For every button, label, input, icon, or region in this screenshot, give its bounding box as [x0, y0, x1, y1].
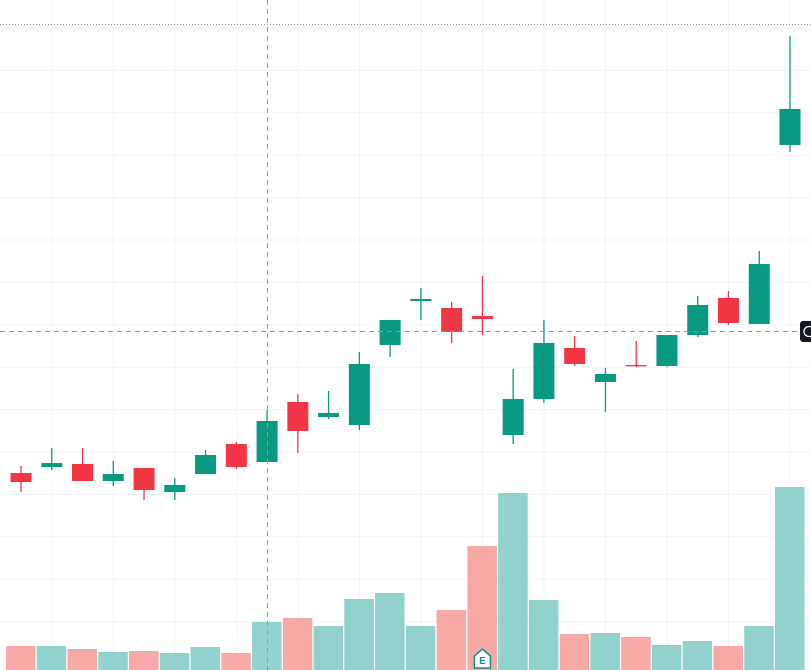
candle-body [471, 316, 493, 319]
candle-body [41, 463, 63, 467]
volume-bar [36, 646, 67, 670]
volume-pane [6, 487, 805, 670]
candle-body [594, 374, 616, 382]
volume-bar [221, 653, 251, 670]
volume-bar [405, 626, 436, 670]
volume-bar [344, 599, 374, 670]
volume-bar [559, 634, 590, 670]
candle-body [441, 308, 463, 332]
volume-bar [498, 493, 528, 670]
volume-bar [98, 652, 128, 670]
candle-body [779, 109, 801, 145]
earnings-marker-label: E [479, 656, 486, 667]
volume-bar [590, 633, 620, 670]
candle-body [410, 299, 432, 301]
crosshair-button[interactable] [800, 321, 811, 342]
volume-bar [682, 641, 713, 670]
candle-body [348, 364, 370, 425]
candle-body [318, 413, 340, 417]
volume-bar [621, 637, 651, 670]
volume-bar [252, 622, 282, 670]
candle-body [748, 264, 770, 324]
volume-bar [67, 649, 98, 670]
candle-body [625, 365, 647, 367]
volume-bar [713, 646, 743, 670]
candle-body [72, 464, 94, 481]
candle-body [225, 444, 247, 467]
volume-bar [436, 610, 467, 670]
candle-body [133, 468, 155, 490]
candle-body [10, 473, 32, 482]
volume-bar [129, 651, 159, 670]
candle-body [717, 298, 739, 323]
candle-body [195, 455, 217, 474]
volume-bar [651, 645, 682, 670]
earnings-marker-shape [473, 648, 492, 669]
crosshair-button-icon [803, 325, 811, 338]
candle-body [656, 335, 678, 366]
volume-bar [775, 487, 805, 670]
volume-bar [744, 626, 774, 670]
earnings-marker[interactable]: E [473, 648, 492, 669]
volume-bar [282, 618, 313, 670]
price-pane [10, 36, 801, 500]
volume-bar [528, 600, 559, 670]
volume-bar [375, 593, 405, 670]
candle-body [102, 474, 124, 481]
candle-body [687, 305, 709, 335]
volume-bar [190, 647, 221, 670]
volume-bar [159, 653, 190, 670]
candle-body [502, 399, 524, 435]
candle-body [287, 402, 309, 431]
candle-body [564, 348, 586, 364]
candle-body [164, 485, 186, 492]
volume-bar [313, 626, 344, 670]
volume-bar [6, 646, 36, 670]
candle-body [533, 343, 555, 399]
candle-body [379, 320, 401, 345]
